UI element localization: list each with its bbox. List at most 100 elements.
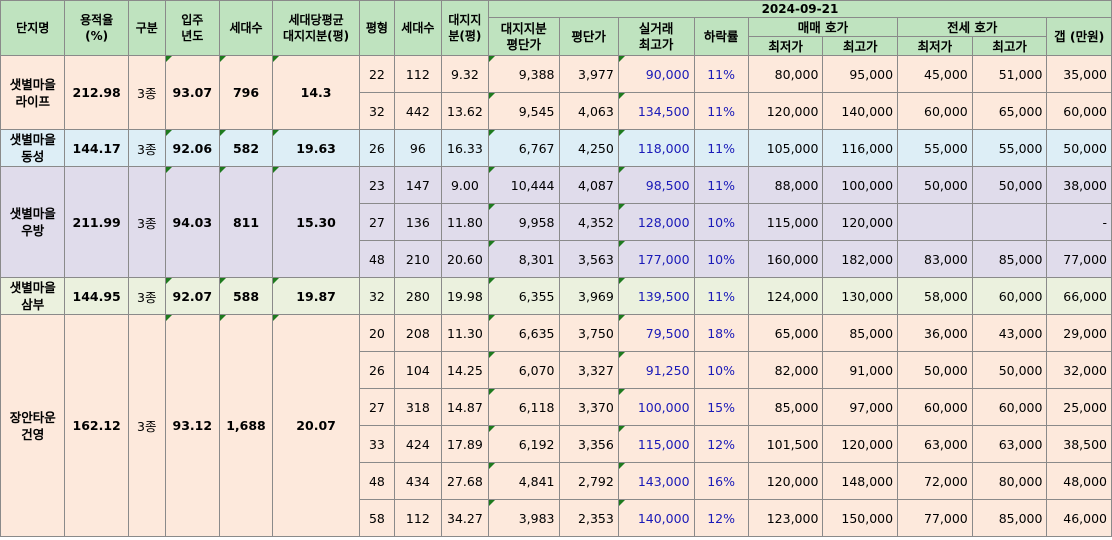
header-move-in-line1: 입주	[181, 13, 204, 27]
cell-land-price: 6,070	[487, 351, 560, 389]
complex-move-in: 93.07	[164, 55, 220, 130]
cell-pyeong: 23	[359, 166, 395, 204]
cell-jeonse-max: 50,000	[971, 166, 1048, 204]
table-row: 샛별마을 동성 144.17 3종 92.06 582 19.63 26 96 16.33 6,76…	[0, 129, 1112, 167]
cell-drop-rate: 10%	[693, 203, 749, 241]
cell-drop-rate: 10%	[693, 351, 749, 389]
cell-sale-max: 182,000	[822, 240, 899, 278]
cell-sale-max: 100,000	[822, 166, 899, 204]
cell-land-share: 19.98	[440, 277, 489, 315]
complex-name-line1: 샛별마을	[9, 206, 56, 221]
cell-gap: 38,000	[1046, 166, 1112, 204]
cell-drop-rate: 10%	[693, 240, 749, 278]
cell-jeonse-max: 85,000	[971, 499, 1048, 537]
header-jeonse-quote: 전세 호가	[897, 17, 1048, 37]
header-date: 2024-09-21	[487, 0, 1112, 18]
cell-sale-min: 88,000	[747, 166, 824, 204]
header-max-deal: 실거래 최고가	[617, 17, 695, 56]
complex-move-in: 93.12	[164, 314, 220, 537]
complex-households: 1,688	[218, 314, 274, 537]
cell-price-per-pyeong: 4,063	[558, 92, 619, 130]
cell-sale-max: 91,000	[822, 351, 899, 389]
table-row: 샛별마을 삼부 144.95 3종 92.07 588 19.87 32 280 19.98 6,3…	[0, 277, 1112, 315]
cell-drop-rate: 12%	[693, 425, 749, 463]
cell-max-deal: 100,000	[617, 388, 695, 426]
cell-gap: 32,000	[1046, 351, 1112, 389]
cell-max-deal: 115,000	[617, 425, 695, 463]
cell-price-per-pyeong: 3,356	[558, 425, 619, 463]
complex-move-in: 92.07	[164, 277, 220, 315]
header-land-price-line2: 평단가	[506, 36, 541, 52]
header-avg-land-line1: 세대당평균	[288, 13, 344, 27]
cell-unit-households: 96	[393, 129, 442, 167]
header-drop-rate-label: 하락률	[703, 29, 739, 44]
cell-sale-max: 120,000	[822, 203, 899, 241]
header-jeonse-min: 최저가	[897, 36, 973, 56]
complex-avg-land: 19.63	[272, 129, 361, 167]
table-row: 장안타운 건영 162.12 3종 93.12 1,688 20.07 20 208 11.30 6…	[0, 314, 1112, 537]
header-sale-min: 최저가	[747, 36, 824, 56]
cell-land-price: 6,355	[487, 277, 560, 315]
cell-max-deal: 98,500	[617, 166, 695, 204]
cell-jeonse-max: 51,000	[971, 55, 1048, 93]
cell-jeonse-min: 36,000	[897, 314, 973, 352]
cell-sale-max: 148,000	[822, 462, 899, 500]
cell-price-per-pyeong: 3,370	[558, 388, 619, 426]
cell-land-price: 6,118	[487, 388, 560, 426]
cell-unit-households: 318	[393, 388, 442, 426]
cell-jeonse-max: 60,000	[971, 277, 1048, 315]
cell-gap: 60,000	[1046, 92, 1112, 130]
cell-sale-max: 85,000	[822, 314, 899, 352]
cell-jeonse-max: 85,000	[971, 240, 1048, 278]
cell-sale-min: 115,000	[747, 203, 824, 241]
cell-drop-rate: 11%	[693, 129, 749, 167]
header-drop-rate: 하락률	[693, 17, 749, 56]
cell-sale-min: 120,000	[747, 462, 824, 500]
complex-move-in: 94.03	[164, 166, 220, 278]
cell-unit-households: 112	[393, 499, 442, 537]
header-avg-land: 세대당평균 대지지분(평)	[272, 0, 361, 56]
cell-price-per-pyeong: 3,969	[558, 277, 619, 315]
cell-sale-min: 105,000	[747, 129, 824, 167]
cell-unit-households: 424	[393, 425, 442, 463]
cell-drop-rate: 11%	[693, 55, 749, 93]
cell-unit-households: 210	[393, 240, 442, 278]
cell-gap: 29,000	[1046, 314, 1112, 352]
cell-drop-rate: 11%	[693, 92, 749, 130]
complex-far: 144.17	[64, 129, 129, 167]
complex-name-line2: 우방	[21, 223, 45, 238]
cell-land-share: 27.68	[440, 462, 489, 500]
complex-zone: 3종	[127, 314, 166, 537]
cell-unit-households: 147	[393, 166, 442, 204]
header-unit-households-label: 세대수	[401, 20, 435, 35]
cell-gap: 25,000	[1046, 388, 1112, 426]
cell-gap: 48,000	[1046, 462, 1112, 500]
header-jeonse-max: 최고가	[971, 36, 1048, 56]
cell-unit-households: 104	[393, 351, 442, 389]
cell-sale-min: 85,000	[747, 388, 824, 426]
cell-gap: 66,000	[1046, 277, 1112, 315]
cell-unit-households: 112	[393, 55, 442, 93]
cell-jeonse-min	[897, 203, 973, 241]
complex-name-line2: 건영	[21, 426, 45, 442]
cell-unit-households: 280	[393, 277, 442, 315]
header-gap: 갭 (만원)	[1046, 17, 1112, 56]
complex-avg-land: 15.30	[272, 166, 361, 278]
cell-max-deal: 90,000	[617, 55, 695, 93]
cell-unit-households: 208	[393, 314, 442, 352]
cell-sale-min: 123,000	[747, 499, 824, 537]
header-max-deal-line2: 최고가	[638, 36, 674, 52]
cell-land-share: 17.89	[440, 425, 489, 463]
header-zone-label: 구분	[135, 20, 158, 35]
cell-price-per-pyeong: 4,087	[558, 166, 619, 204]
complex-avg-land: 20.07	[272, 314, 361, 537]
cell-pyeong: 48	[359, 462, 395, 500]
cell-jeonse-min: 72,000	[897, 462, 973, 500]
cell-land-price: 4,841	[487, 462, 560, 500]
complex-far: 211.99	[64, 166, 129, 278]
cell-jeonse-min: 55,000	[897, 129, 973, 167]
cell-sale-max: 150,000	[822, 499, 899, 537]
table-body: 샛별마을 라이프 212.98 3종 93.07 796 14.3 22 112 9.32 9,38…	[0, 55, 1112, 537]
cell-sale-max: 116,000	[822, 129, 899, 167]
